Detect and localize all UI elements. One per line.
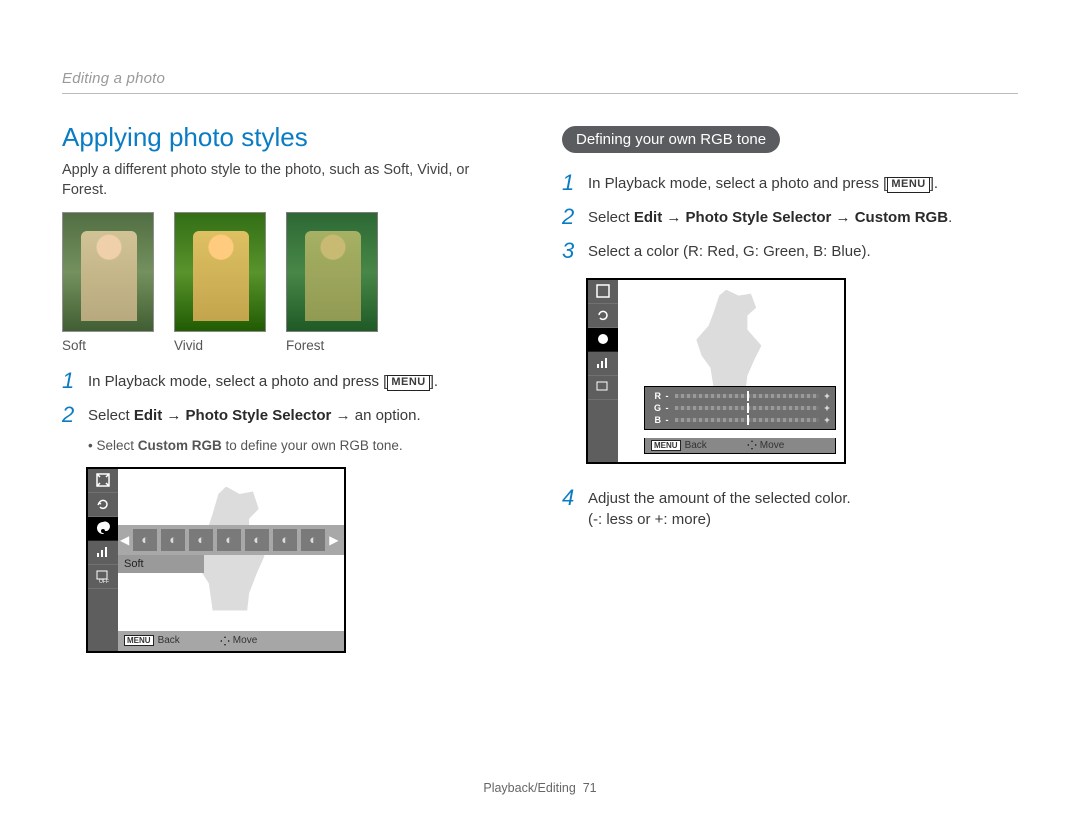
style-cell: ◐ [273, 529, 297, 551]
style-cell: ◐ [217, 529, 241, 551]
rgb-panel: R - + G - + B - + [644, 386, 836, 430]
section-title: Applying photo styles [62, 122, 518, 153]
move-label: Move [233, 635, 257, 646]
step-text-tail: . [948, 209, 952, 226]
palette-icon [588, 328, 618, 352]
back-label: Back [158, 635, 180, 646]
camera-screen-rgb: R - + G - + B - + ME [586, 278, 846, 464]
step-number: 2 [62, 403, 88, 427]
step-text: Adjust the amount of the selected color. [588, 488, 1018, 510]
step-text: In Playback mode, select a photo and pre… [588, 175, 887, 192]
back-label: Back [685, 440, 707, 451]
palette-icon [88, 517, 118, 541]
rotate-icon [588, 304, 618, 328]
step-text: In Playback mode, select a photo and pre… [88, 373, 387, 390]
rgb-row-b: B - + [649, 414, 831, 426]
thumb-soft-image [62, 212, 154, 332]
style-cell: ◐ [301, 529, 325, 551]
right-step-3: 3 Select a color (R: Red, G: Green, B: B… [562, 239, 1018, 263]
right-step-1: 1 In Playback mode, select a photo and p… [562, 171, 1018, 195]
step-text-tail: ]. [930, 175, 938, 192]
levels-icon [88, 541, 118, 565]
menu-small-badge: MENU [124, 635, 154, 646]
thumb-vivid-image [174, 212, 266, 332]
screen-side-icons: OFF [88, 469, 118, 651]
left-step-2: 2 Select Edit → Photo Style Selector → a… [62, 403, 518, 427]
intro-text: Apply a different photo style to the pho… [62, 161, 518, 200]
thumb-soft-label: Soft [62, 338, 154, 353]
subheading-pill: Defining your own RGB tone [562, 126, 780, 153]
style-cell: ◐ [161, 529, 185, 551]
footer-section: Playback/Editing [483, 781, 575, 795]
thumb-forest: Forest [286, 212, 378, 353]
step-text-tail: → an option. [331, 407, 420, 424]
style-cell: ◐ [189, 529, 213, 551]
screen-bottombar: MENU Back Move [644, 438, 836, 454]
thumb-forest-label: Forest [286, 338, 378, 353]
step-number: 2 [562, 205, 588, 229]
left-step-1: 1 In Playback mode, select a photo and p… [62, 369, 518, 393]
thumb-vivid-label: Vivid [174, 338, 266, 353]
thumb-soft: Soft [62, 212, 154, 353]
step-number: 3 [562, 239, 588, 263]
move-label: Move [760, 440, 784, 451]
left-steps: 1 In Playback mode, select a photo and p… [62, 369, 518, 452]
levels-icon [588, 352, 618, 376]
step-text-sub: (-: less or +: more) [588, 509, 1018, 531]
style-strip-label: Soft [118, 555, 204, 573]
rotate-icon [88, 493, 118, 517]
step-bold: Edit → Photo Style Selector → Custom RGB [634, 209, 948, 226]
menu-badge: MENU [887, 177, 929, 193]
menu-small-badge: MENU [651, 440, 681, 451]
right-step-4: 4 Adjust the amount of the selected colo… [562, 486, 1018, 532]
rgb-row-g: G - + [649, 402, 831, 414]
step-number: 1 [62, 369, 88, 393]
chevron-right-icon: ▶ [327, 533, 340, 547]
resize-icon [88, 469, 118, 493]
style-cell: ◐ [133, 529, 157, 551]
rgb-slider [675, 418, 819, 422]
screen-side-icons [588, 280, 618, 462]
step-number: 1 [562, 171, 588, 195]
rgb-row-r: R - + [649, 390, 831, 402]
off-icon: OFF [88, 565, 118, 589]
step-text: Select [588, 209, 634, 226]
left-column: Applying photo styles Apply a different … [62, 122, 518, 653]
footer-page-number: 71 [583, 781, 597, 795]
svg-text:OFF: OFF [99, 579, 109, 584]
style-thumbnails: Soft Vivid Forest [62, 212, 518, 353]
rgb-slider [675, 406, 819, 410]
move-icon [747, 440, 757, 450]
off-icon [588, 376, 618, 400]
screen-bottombar: MENU Back Move [118, 631, 344, 651]
thumb-forest-image [286, 212, 378, 332]
rgb-slider [675, 394, 819, 398]
thumb-vivid: Vivid [174, 212, 266, 353]
resize-icon [588, 280, 618, 304]
step-bold: Edit → Photo Style Selector [134, 407, 332, 424]
screen-silhouette [684, 290, 772, 390]
step-number: 4 [562, 486, 588, 510]
style-strip: ◀ ◐ ◐ ◐ ◐ ◐ ◐ ◐ ▶ [118, 525, 344, 555]
page-footer: Playback/Editing 71 [0, 781, 1080, 795]
step-text-tail: ]. [430, 373, 438, 390]
style-cell: ◐ [245, 529, 269, 551]
breadcrumb: Editing a photo [62, 70, 1018, 94]
step-text: Select [88, 407, 134, 424]
move-icon [220, 636, 230, 646]
chevron-left-icon: ◀ [118, 533, 131, 547]
camera-screen-style: OFF ◀ ◐ ◐ ◐ ◐ ◐ ◐ ◐ ▶ Soft MENU Back Mov… [86, 467, 346, 653]
right-column: Defining your own RGB tone 1 In Playback… [562, 122, 1018, 653]
sub-bullet: Select Custom RGB to define your own RGB… [88, 438, 518, 453]
step-text: Select a color (R: Red, G: Green, B: Blu… [588, 239, 1018, 263]
menu-badge: MENU [387, 375, 429, 391]
right-step-2: 2 Select Edit → Photo Style Selector → C… [562, 205, 1018, 229]
